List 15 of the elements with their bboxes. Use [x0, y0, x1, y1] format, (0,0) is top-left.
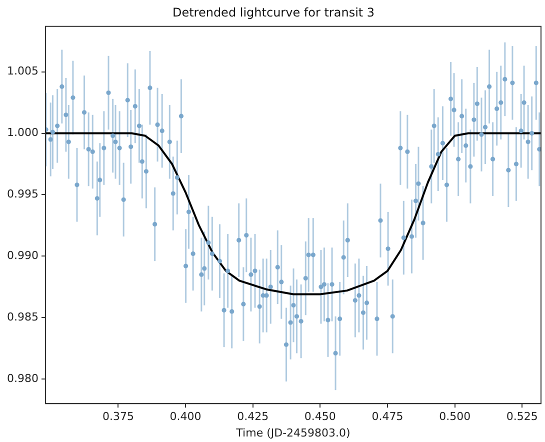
- x-tick-label: 0.375: [102, 410, 134, 424]
- y-tick-label: 1.005: [6, 64, 38, 78]
- chart-title: Detrended lightcurve for transit 3: [172, 5, 375, 20]
- x-tick-label: 0.425: [237, 410, 269, 424]
- y-tick-label: 0.980: [6, 372, 38, 385]
- y-tick-label: 0.995: [6, 188, 38, 201]
- x-axis-title: Time (JD-2459803.0): [235, 426, 350, 440]
- y-tick-label: 0.990: [6, 249, 38, 262]
- y-tick-label: 1.000: [6, 126, 38, 140]
- x-tick-label: 0.525: [506, 410, 538, 424]
- x-tick-label: 0.400: [170, 410, 202, 424]
- x-tick-label: 0.475: [372, 410, 404, 424]
- y-tick-label: 0.985: [6, 310, 38, 324]
- x-tick-label: 0.500: [439, 410, 471, 424]
- x-tick-label: 0.450: [304, 410, 336, 424]
